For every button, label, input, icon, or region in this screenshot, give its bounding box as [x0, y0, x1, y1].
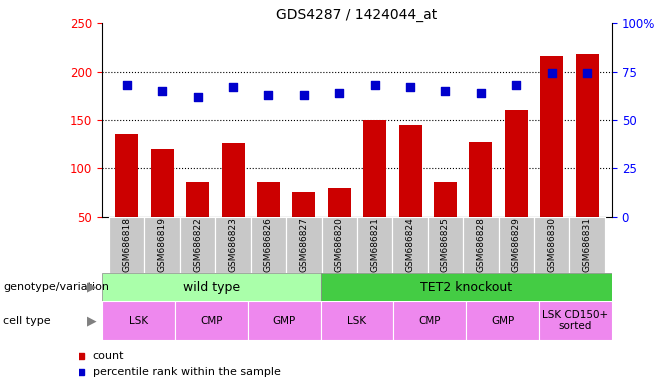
Text: GSM686828: GSM686828 — [476, 217, 486, 272]
Bar — [257, 182, 280, 265]
Point — [263, 92, 274, 98]
Point — [476, 90, 486, 96]
Point — [369, 82, 380, 88]
Point — [157, 88, 167, 94]
Text: GMP: GMP — [491, 316, 515, 326]
Bar — [151, 149, 174, 265]
Bar — [363, 120, 386, 265]
Point — [511, 82, 522, 88]
Point — [440, 88, 451, 94]
Text: GSM686826: GSM686826 — [264, 217, 273, 272]
Bar — [251, 217, 286, 273]
Point — [334, 90, 345, 96]
Bar — [393, 301, 467, 340]
Text: GSM686824: GSM686824 — [405, 217, 415, 272]
Text: cell type: cell type — [3, 316, 51, 326]
Point — [192, 94, 203, 100]
Text: GSM686818: GSM686818 — [122, 217, 132, 272]
Text: wild type: wild type — [183, 281, 240, 293]
Bar — [505, 110, 528, 265]
Text: LSK: LSK — [129, 316, 148, 326]
Text: GMP: GMP — [272, 316, 295, 326]
Bar — [215, 217, 251, 273]
Bar — [186, 182, 209, 265]
Bar — [569, 217, 605, 273]
Text: percentile rank within the sample: percentile rank within the sample — [93, 366, 281, 377]
Bar — [328, 188, 351, 265]
Text: GSM686819: GSM686819 — [158, 217, 166, 272]
Bar — [576, 54, 599, 265]
Bar — [467, 301, 539, 340]
Bar — [175, 301, 247, 340]
Title: GDS4287 / 1424044_at: GDS4287 / 1424044_at — [276, 8, 438, 22]
Bar — [322, 217, 357, 273]
Text: LSK CD150+
sorted: LSK CD150+ sorted — [542, 310, 609, 331]
Bar — [145, 217, 180, 273]
Bar — [292, 192, 315, 265]
Bar — [540, 56, 563, 265]
Text: GSM686822: GSM686822 — [193, 217, 202, 272]
Text: GSM686827: GSM686827 — [299, 217, 309, 272]
Bar — [102, 273, 320, 301]
Text: LSK: LSK — [347, 316, 367, 326]
Text: GSM686825: GSM686825 — [441, 217, 450, 272]
Bar — [399, 125, 422, 265]
Bar — [180, 217, 215, 273]
Point — [405, 84, 415, 90]
Text: GSM686829: GSM686829 — [512, 217, 521, 272]
Bar — [247, 301, 320, 340]
Text: count: count — [93, 351, 124, 361]
Text: GSM686831: GSM686831 — [582, 217, 592, 272]
Point — [122, 82, 132, 88]
Text: GSM686821: GSM686821 — [370, 217, 379, 272]
Bar — [499, 217, 534, 273]
Bar — [539, 301, 612, 340]
Bar — [469, 142, 492, 265]
Point — [299, 92, 309, 98]
Bar — [434, 182, 457, 265]
Bar — [222, 143, 245, 265]
Text: TET2 knockout: TET2 knockout — [420, 281, 513, 293]
Point — [547, 70, 557, 76]
Bar — [534, 217, 569, 273]
Point — [582, 70, 592, 76]
Point — [228, 84, 238, 90]
Bar — [320, 301, 393, 340]
Text: genotype/variation: genotype/variation — [3, 282, 109, 292]
Bar — [102, 301, 175, 340]
Bar — [392, 217, 428, 273]
Bar — [463, 217, 499, 273]
Text: ▶: ▶ — [87, 314, 97, 327]
Bar — [115, 134, 138, 265]
Text: CMP: CMP — [200, 316, 222, 326]
Bar — [320, 273, 612, 301]
Text: GSM686830: GSM686830 — [547, 217, 556, 272]
Bar — [109, 217, 145, 273]
Bar — [428, 217, 463, 273]
Bar — [286, 217, 322, 273]
Text: CMP: CMP — [418, 316, 441, 326]
Text: GSM686820: GSM686820 — [335, 217, 343, 272]
Text: ▶: ▶ — [87, 280, 97, 293]
Text: GSM686823: GSM686823 — [228, 217, 238, 272]
Bar — [357, 217, 392, 273]
